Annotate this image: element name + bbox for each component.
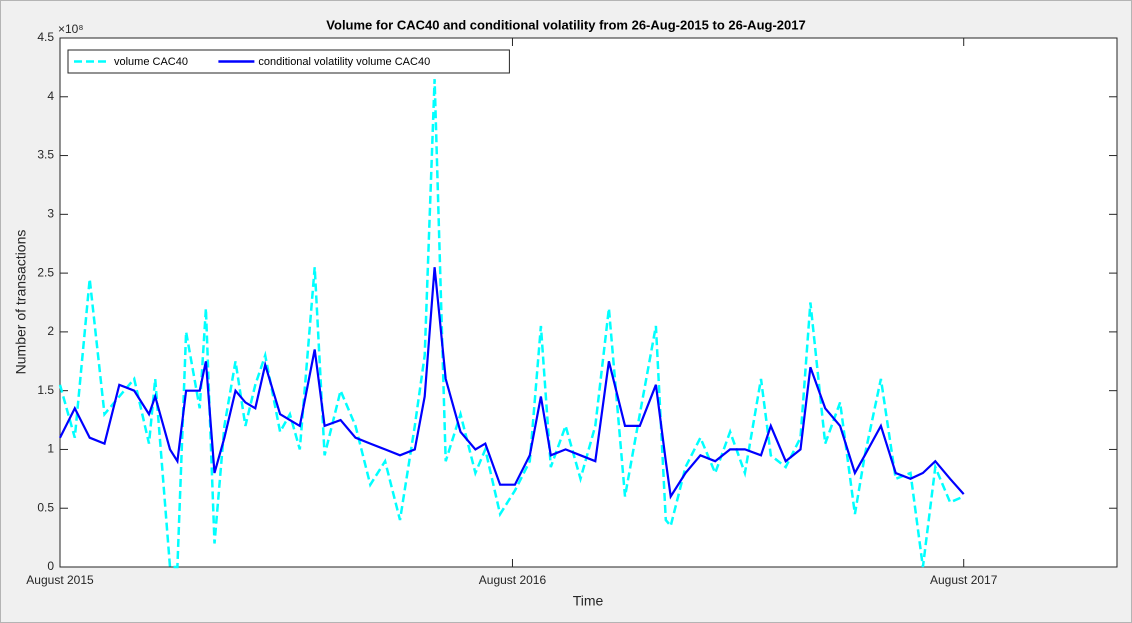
y-tick-label: 3 bbox=[47, 207, 54, 221]
x-axis-label: Time bbox=[573, 593, 604, 609]
series-line bbox=[59, 267, 965, 500]
y-tick-label: 1 bbox=[47, 442, 54, 456]
chart-title: Volume for CAC40 and conditional volatil… bbox=[326, 17, 805, 32]
legend-label: volume CAC40 bbox=[114, 56, 188, 68]
y-tick-label: 0.5 bbox=[37, 500, 54, 514]
x-tick-label: August 2015 bbox=[26, 573, 94, 587]
x-tick-label: August 2016 bbox=[479, 573, 547, 587]
y-tick-label: 4.5 bbox=[37, 30, 54, 44]
y-tick-label: 3.5 bbox=[37, 148, 54, 162]
y-tick-label: 2 bbox=[47, 324, 54, 338]
y-tick-label: 2.5 bbox=[37, 265, 54, 279]
legend-box bbox=[67, 49, 510, 74]
y-tick-label: 1.5 bbox=[37, 383, 54, 397]
legend-label: conditional volatility volume CAC40 bbox=[258, 56, 430, 68]
x-tick-label: August 2017 bbox=[930, 573, 998, 587]
y-axis-label: Number of transactions bbox=[13, 230, 29, 375]
y-tick-label: 0 bbox=[47, 559, 54, 573]
series-line bbox=[58, 79, 965, 569]
y-tick-label: 4 bbox=[47, 89, 54, 103]
axes-box bbox=[59, 37, 1118, 568]
y-multiplier: ×10⁸ bbox=[58, 22, 83, 36]
